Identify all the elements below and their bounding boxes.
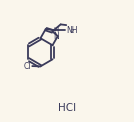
Text: Cl: Cl — [24, 62, 31, 71]
Text: NH: NH — [66, 26, 77, 35]
Text: HCl: HCl — [58, 103, 76, 113]
Text: N: N — [54, 32, 59, 41]
Text: H: H — [54, 27, 59, 33]
Text: 2: 2 — [70, 29, 74, 34]
